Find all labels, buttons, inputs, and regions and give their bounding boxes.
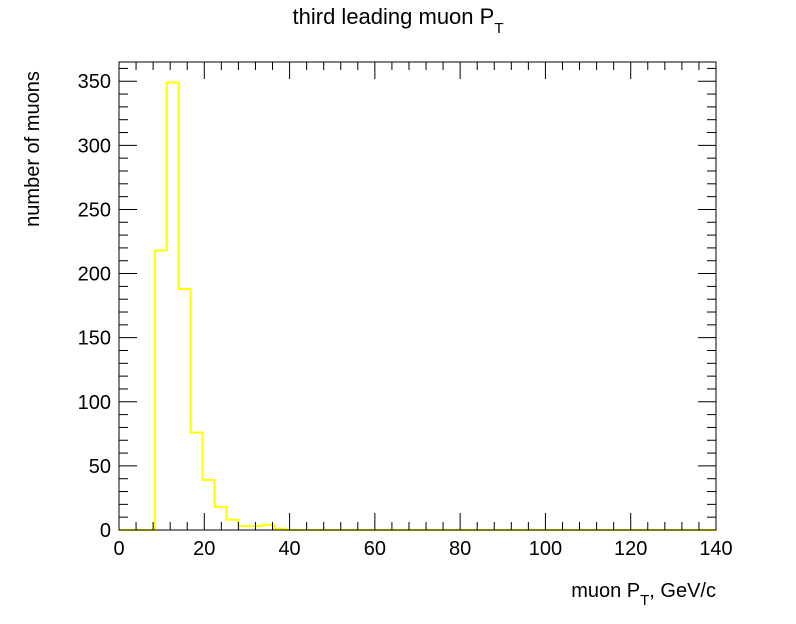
- chart-title: third leading muon PT: [293, 4, 504, 37]
- x-tick-label: 100: [529, 538, 562, 560]
- x-axis-label-subscript: T: [640, 592, 649, 609]
- chart-title-main: third leading muon P: [293, 4, 495, 29]
- y-tick-label: 50: [89, 456, 111, 478]
- histogram-line: [119, 81, 716, 531]
- y-tick-label: 350: [78, 71, 111, 93]
- plot-frame: [118, 61, 717, 531]
- y-axis-label: number of muons: [22, 71, 44, 227]
- y-tick-label: 150: [78, 328, 111, 350]
- x-tick-label: 0: [113, 538, 124, 560]
- x-tick-label: 40: [278, 538, 300, 560]
- x-tick-label: 140: [699, 538, 732, 560]
- x-tick-label: 80: [449, 538, 471, 560]
- x-tick-label: 20: [193, 538, 215, 560]
- chart-title-subscript: T: [494, 20, 503, 37]
- y-tick-label: 100: [78, 392, 111, 414]
- axis-ticks: [118, 62, 717, 531]
- x-tick-label: 120: [614, 538, 647, 560]
- y-tick-label: 300: [78, 135, 111, 157]
- y-tick-label: 250: [78, 199, 111, 221]
- tick-labels: 0 20 40 60 80 100 120 140 0 50 100 150 200 250 300 350: [78, 71, 733, 560]
- y-tick-label: 200: [78, 264, 111, 286]
- x-axis-label-tail: , GeV/c: [649, 580, 716, 602]
- x-tick-label: 60: [364, 538, 386, 560]
- x-axis-label: muon PT, GeV/c: [571, 580, 716, 609]
- y-tick-label: 0: [100, 520, 111, 542]
- x-axis-label-main: muon P: [571, 580, 640, 602]
